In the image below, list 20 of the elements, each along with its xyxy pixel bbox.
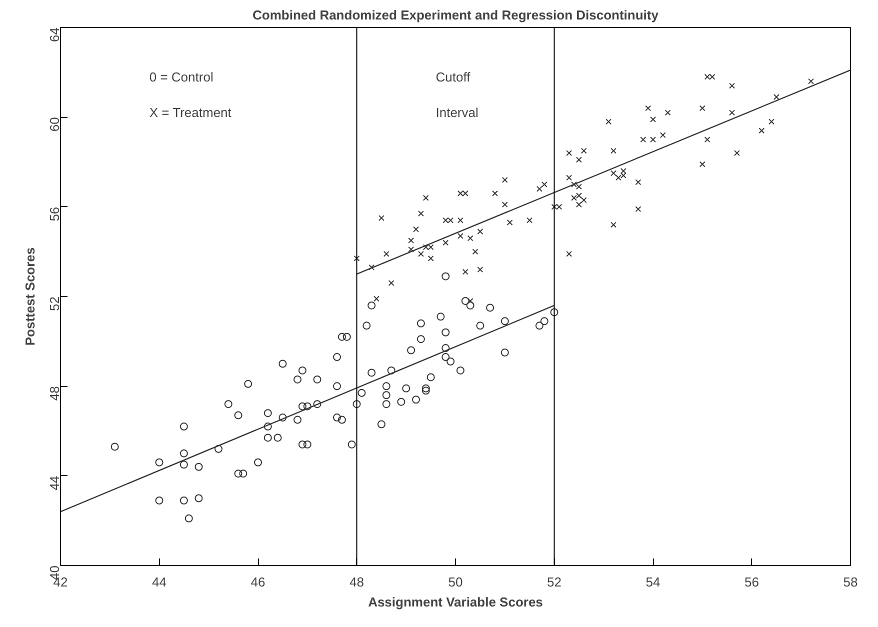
- y-axis-title: Posttest Scores: [22, 247, 38, 346]
- y-tick-label: 60: [47, 117, 62, 132]
- x-tick-label: 52: [547, 574, 562, 590]
- x-tick-label: 44: [152, 574, 166, 590]
- x-tick-label: 58: [843, 574, 858, 590]
- chart-title: Combined Randomized Experiment and Regression Discontinuity: [252, 8, 660, 22]
- annotation: X = Treatment: [149, 105, 232, 120]
- annotation: 0 = Control: [149, 69, 214, 84]
- x-tick-label: 50: [448, 574, 463, 590]
- x-tick-label: 56: [744, 574, 759, 590]
- y-tick-label: 52: [47, 296, 62, 311]
- x-axis-title: Assignment Variable Scores: [368, 594, 543, 610]
- x-tick-label: 54: [646, 574, 660, 590]
- y-tick-label: 48: [47, 386, 62, 401]
- y-tick-label: 56: [47, 206, 62, 222]
- y-tick-label: 44: [47, 476, 62, 490]
- text: Cutoff Interval: [436, 69, 478, 120]
- y-tick-label: 64: [47, 27, 62, 42]
- x-tick-label: 46: [250, 574, 266, 590]
- x-tick-label: 48: [350, 574, 364, 590]
